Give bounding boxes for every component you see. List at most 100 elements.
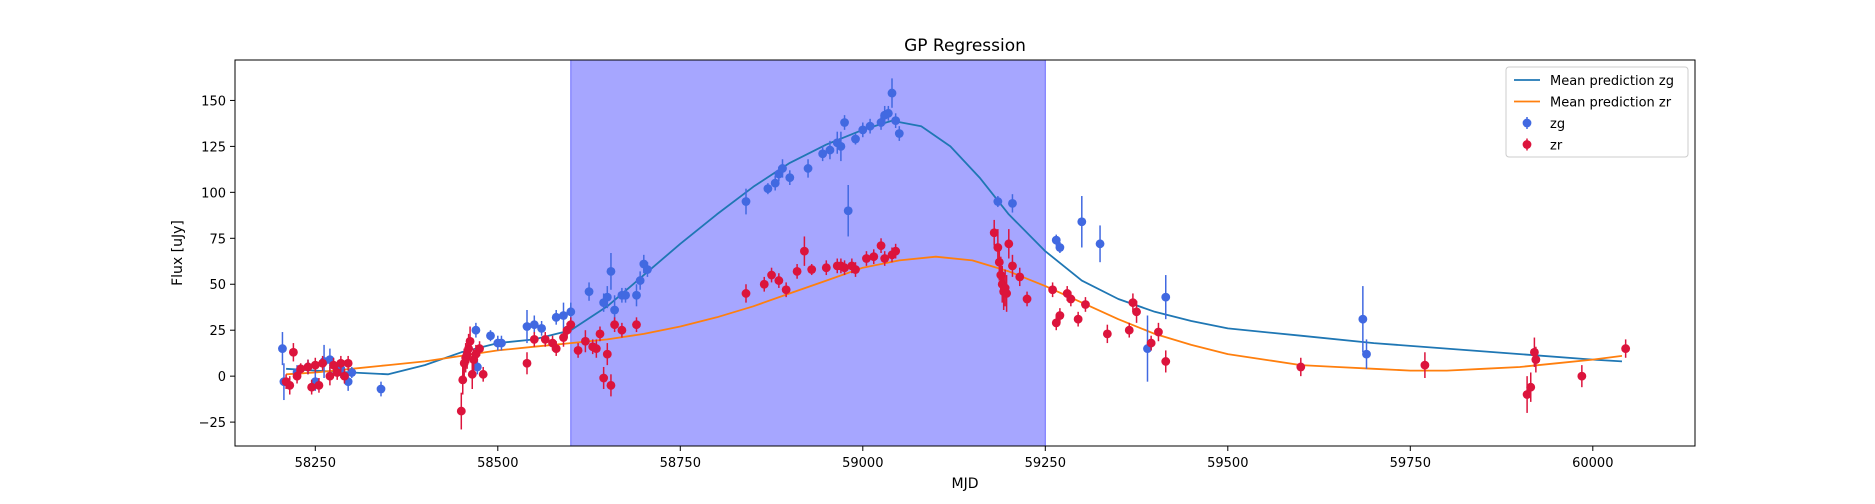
- data-point-zg: [1161, 275, 1171, 320]
- point-marker: [1146, 338, 1156, 348]
- point-marker: [994, 257, 1004, 267]
- point-marker: [314, 380, 324, 390]
- point-marker: [606, 380, 616, 390]
- point-marker: [497, 338, 506, 348]
- point-marker: [869, 252, 879, 262]
- point-marker: [741, 197, 751, 206]
- data-point-zg: [486, 330, 495, 342]
- point-marker: [1154, 327, 1163, 337]
- point-marker: [472, 362, 482, 372]
- data-point-zr: [599, 366, 609, 390]
- point-marker: [1358, 314, 1368, 324]
- point-marker: [1296, 362, 1306, 372]
- data-point-zr: [325, 366, 335, 386]
- point-marker: [551, 312, 561, 322]
- data-point-zr: [314, 377, 324, 393]
- point-marker: [325, 371, 335, 381]
- point-marker: [551, 344, 561, 353]
- data-point-zr: [318, 355, 327, 371]
- point-marker: [559, 311, 568, 320]
- data-point-zg: [347, 366, 357, 378]
- data-point-zg: [1008, 194, 1017, 213]
- point-marker: [818, 149, 828, 159]
- data-point-zg: [836, 131, 846, 162]
- plot-frame: [234, 59, 1696, 447]
- data-point-zr: [303, 359, 313, 375]
- point-marker: [993, 243, 1003, 252]
- data-point-zg: [606, 253, 616, 290]
- point-marker: [610, 320, 619, 330]
- point-marker: [1051, 318, 1061, 328]
- point-marker: [336, 358, 346, 368]
- point-marker: [840, 118, 849, 127]
- point-marker: [1002, 289, 1012, 298]
- data-point-zr: [1102, 324, 1112, 344]
- data-point-zr: [602, 343, 612, 366]
- point-marker: [1102, 329, 1112, 339]
- data-point-zg: [529, 315, 539, 334]
- data-point-zg: [883, 105, 893, 121]
- data-point-zr: [1621, 339, 1631, 358]
- data-point-zr: [617, 322, 627, 338]
- point-marker: [537, 323, 546, 333]
- y-tick-label: 50: [209, 278, 226, 293]
- point-marker: [1577, 371, 1587, 381]
- data-point-zr: [1577, 365, 1587, 388]
- data-point-zr: [800, 236, 809, 266]
- point-marker: [458, 375, 468, 385]
- data-point-zg: [1077, 196, 1087, 248]
- data-point-zg: [1095, 225, 1105, 263]
- point-marker: [803, 164, 813, 173]
- data-point-zr: [1522, 376, 1532, 413]
- data-point-zg: [602, 286, 612, 309]
- x-tick-label: 59750: [1390, 456, 1431, 471]
- data-point-zr: [1073, 311, 1083, 327]
- point-marker: [759, 279, 769, 289]
- point-marker: [456, 406, 466, 416]
- data-point-zr: [1128, 293, 1138, 312]
- point-marker: [1161, 357, 1171, 366]
- data-point-zr: [285, 376, 295, 395]
- data-point-zg: [471, 322, 481, 338]
- data-point-zr: [851, 262, 860, 277]
- point-marker: [606, 266, 616, 276]
- point-marker: [478, 369, 488, 379]
- point-marker: [340, 371, 349, 381]
- data-point-zg: [843, 184, 853, 237]
- point-marker: [858, 125, 868, 135]
- data-point-zg: [894, 126, 904, 141]
- point-marker: [303, 362, 313, 372]
- point-marker: [581, 336, 590, 346]
- data-point-zr: [573, 343, 583, 358]
- point-marker: [307, 382, 317, 392]
- data-point-zr: [1124, 322, 1134, 338]
- data-point-zr: [529, 332, 539, 347]
- point-marker: [1008, 261, 1017, 271]
- point-marker: [876, 241, 886, 251]
- data-point-zr: [1055, 308, 1065, 323]
- data-point-zg: [376, 381, 386, 397]
- point-marker: [343, 358, 353, 368]
- data-point-zr: [792, 264, 802, 279]
- data-point-zr: [1066, 291, 1076, 307]
- data-point-zr: [296, 363, 306, 375]
- point-marker: [741, 289, 751, 298]
- legend-swatch-marker: [1522, 140, 1532, 149]
- point-marker: [800, 246, 809, 256]
- legend-label: zr: [1550, 139, 1563, 154]
- y-tick-label: 25: [209, 324, 226, 339]
- data-point-zr: [540, 332, 550, 347]
- data-point-zr: [1154, 322, 1163, 342]
- data-point-zr: [610, 317, 619, 333]
- point-marker: [310, 360, 320, 370]
- point-marker: [475, 344, 484, 353]
- x-tick-label: 59250: [1025, 456, 1066, 471]
- point-marker: [1077, 217, 1087, 227]
- data-point-zr: [1531, 346, 1541, 373]
- point-marker: [610, 305, 619, 315]
- point-marker: [632, 290, 641, 300]
- data-point-zr: [1022, 291, 1032, 307]
- point-marker: [1362, 349, 1371, 359]
- data-point-zg: [763, 183, 773, 195]
- point-marker: [465, 336, 475, 346]
